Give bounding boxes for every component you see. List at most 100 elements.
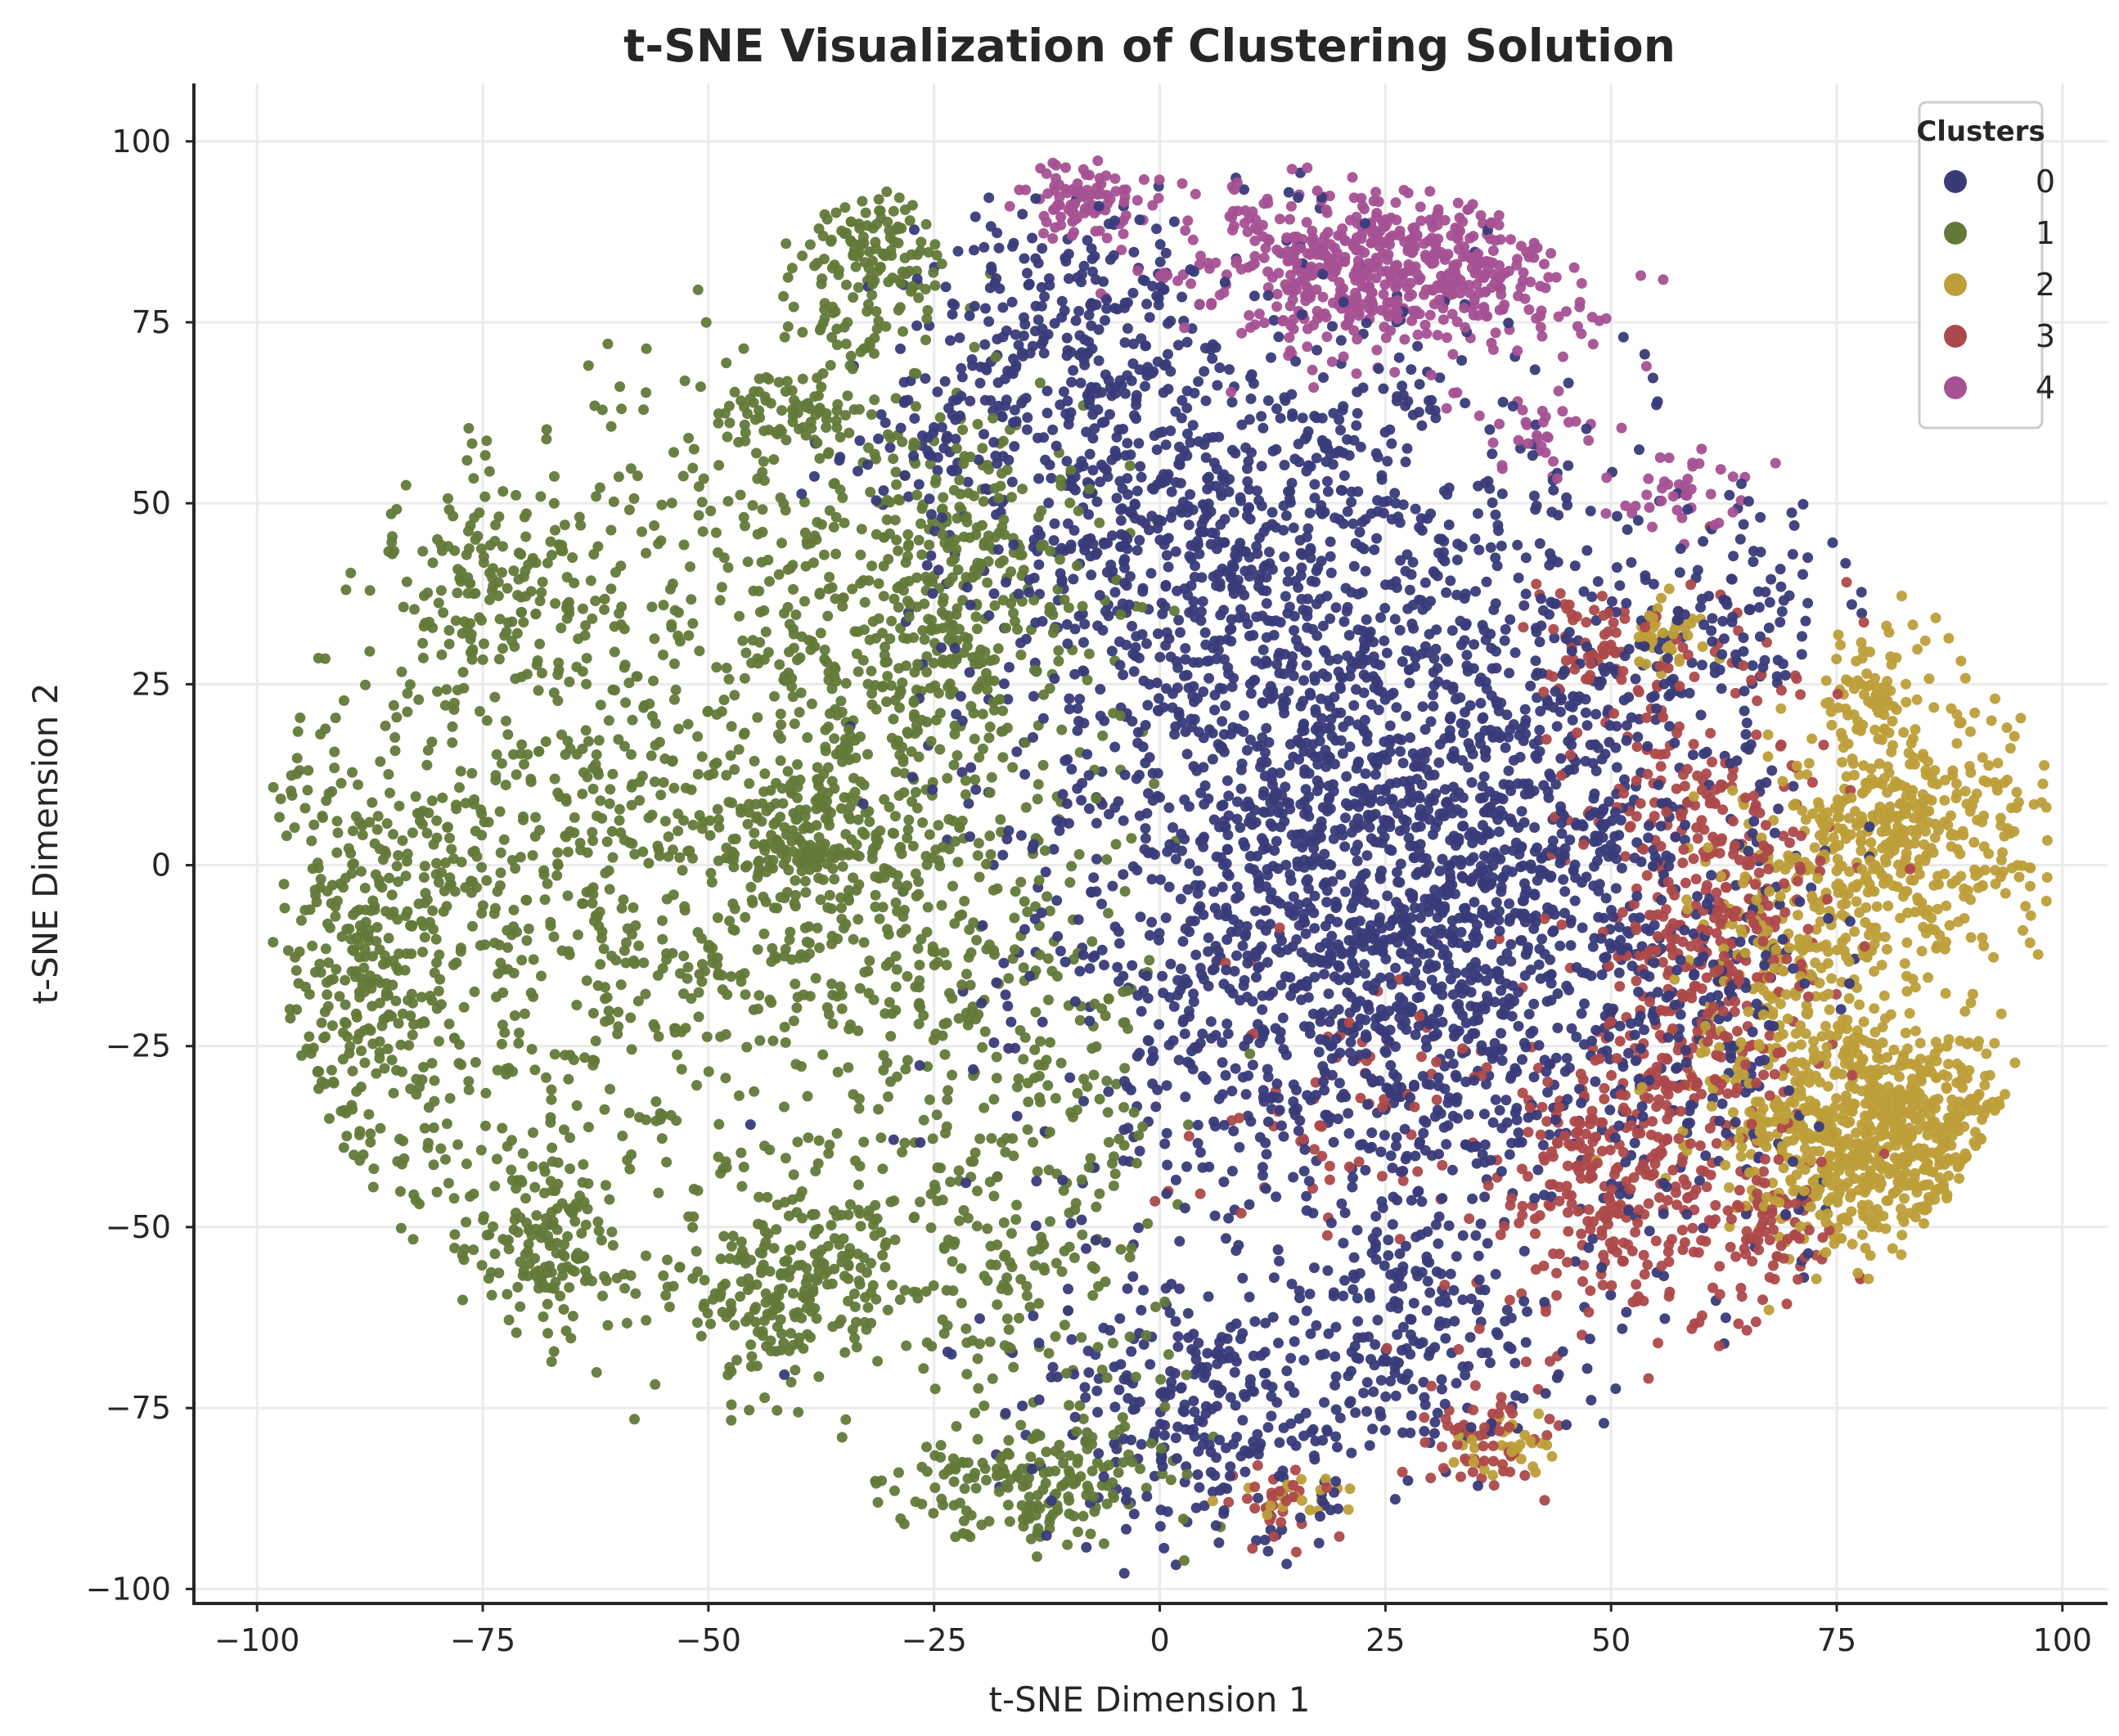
point-cluster-0 <box>974 377 986 389</box>
point-cluster-1 <box>938 1243 950 1254</box>
point-cluster-0 <box>1228 1126 1239 1136</box>
point-cluster-1 <box>1111 1078 1122 1090</box>
point-cluster-0 <box>1011 1110 1023 1122</box>
point-cluster-1 <box>1007 1133 1019 1145</box>
point-cluster-1 <box>831 340 843 350</box>
point-cluster-1 <box>562 890 574 902</box>
point-cluster-0 <box>1205 1016 1217 1028</box>
point-cluster-3 <box>1735 1283 1747 1293</box>
point-cluster-4 <box>1432 330 1443 341</box>
point-cluster-0 <box>1776 606 1788 617</box>
point-cluster-1 <box>1086 1465 1098 1477</box>
point-cluster-0 <box>1028 1311 1039 1321</box>
point-cluster-1 <box>799 596 810 607</box>
point-cluster-0 <box>1262 1422 1274 1433</box>
point-cluster-1 <box>670 684 682 695</box>
point-cluster-1 <box>431 815 443 826</box>
point-cluster-3 <box>1714 1261 1725 1272</box>
point-cluster-0 <box>1343 1108 1354 1119</box>
point-cluster-1 <box>857 654 869 666</box>
point-cluster-0 <box>909 413 920 424</box>
point-cluster-1 <box>542 1328 554 1339</box>
point-cluster-0 <box>1478 771 1490 782</box>
point-cluster-1 <box>638 957 650 969</box>
point-cluster-1 <box>826 978 838 990</box>
point-cluster-1 <box>857 826 868 838</box>
point-cluster-1 <box>659 816 671 827</box>
point-cluster-1 <box>609 621 620 632</box>
point-cluster-1 <box>526 1044 538 1055</box>
point-cluster-0 <box>1217 1057 1228 1068</box>
point-cluster-1 <box>745 881 757 893</box>
point-cluster-1 <box>595 795 606 807</box>
point-cluster-0 <box>1155 874 1166 885</box>
point-cluster-1 <box>1062 1539 1073 1550</box>
point-cluster-0 <box>1046 473 1057 483</box>
point-cluster-1 <box>953 1165 965 1176</box>
point-cluster-1 <box>830 593 841 605</box>
point-cluster-2 <box>2025 910 2036 921</box>
point-cluster-0 <box>1395 858 1406 870</box>
point-cluster-0 <box>1040 866 1051 878</box>
point-cluster-1 <box>394 1185 406 1197</box>
point-cluster-3 <box>1493 933 1505 945</box>
point-cluster-0 <box>1159 1138 1171 1149</box>
point-cluster-1 <box>493 511 505 523</box>
point-cluster-1 <box>735 489 746 501</box>
point-cluster-0 <box>1154 1521 1166 1532</box>
point-cluster-1 <box>355 1082 367 1093</box>
point-cluster-0 <box>1587 941 1599 952</box>
point-cluster-0 <box>1087 465 1099 476</box>
point-cluster-4 <box>1770 457 1781 469</box>
point-cluster-1 <box>863 806 875 817</box>
point-cluster-0 <box>1518 1392 1529 1404</box>
point-cluster-0 <box>1262 395 1274 407</box>
point-cluster-1 <box>884 633 896 645</box>
point-cluster-0 <box>1529 1193 1541 1204</box>
point-cluster-1 <box>816 519 827 530</box>
point-cluster-0 <box>1127 960 1138 971</box>
point-cluster-2 <box>2011 786 2022 798</box>
point-cluster-0 <box>1330 1321 1342 1333</box>
point-cluster-0 <box>1267 1311 1279 1323</box>
point-cluster-1 <box>790 1365 801 1376</box>
point-cluster-0 <box>1220 1070 1231 1081</box>
point-cluster-0 <box>1361 1377 1373 1388</box>
point-cluster-0 <box>1481 576 1492 587</box>
point-cluster-2 <box>1795 1020 1806 1032</box>
point-cluster-1 <box>1018 1054 1029 1065</box>
point-cluster-3 <box>1608 708 1620 719</box>
point-cluster-2 <box>1891 704 1902 715</box>
point-cluster-0 <box>1361 614 1372 625</box>
point-cluster-1 <box>599 593 610 605</box>
point-cluster-2 <box>1968 837 1980 848</box>
point-cluster-0 <box>1434 372 1446 384</box>
point-cluster-0 <box>1593 911 1604 923</box>
point-cluster-1 <box>1047 1509 1059 1520</box>
point-cluster-0 <box>1181 1161 1192 1172</box>
point-cluster-0 <box>1453 999 1464 1010</box>
point-cluster-0 <box>1448 1284 1460 1296</box>
point-cluster-1 <box>534 825 546 836</box>
point-cluster-0 <box>1379 602 1391 614</box>
point-cluster-0 <box>1788 780 1799 792</box>
point-cluster-1 <box>497 486 509 497</box>
point-cluster-1 <box>388 699 399 711</box>
point-cluster-0 <box>1293 753 1305 765</box>
point-cluster-0 <box>1520 714 1532 726</box>
point-cluster-1 <box>663 831 674 843</box>
point-cluster-0 <box>962 476 974 488</box>
point-cluster-1 <box>583 360 594 371</box>
point-cluster-0 <box>1081 426 1092 438</box>
point-cluster-0 <box>1257 1004 1268 1015</box>
point-cluster-0 <box>1684 687 1695 699</box>
point-cluster-2 <box>1877 1021 1888 1032</box>
point-cluster-1 <box>816 381 827 393</box>
point-cluster-1 <box>914 960 925 971</box>
point-cluster-0 <box>1099 960 1109 971</box>
point-cluster-0 <box>1415 912 1426 924</box>
point-cluster-1 <box>448 1193 460 1204</box>
point-cluster-0 <box>1180 1091 1191 1103</box>
point-cluster-1 <box>434 974 446 985</box>
point-cluster-0 <box>1273 807 1284 818</box>
